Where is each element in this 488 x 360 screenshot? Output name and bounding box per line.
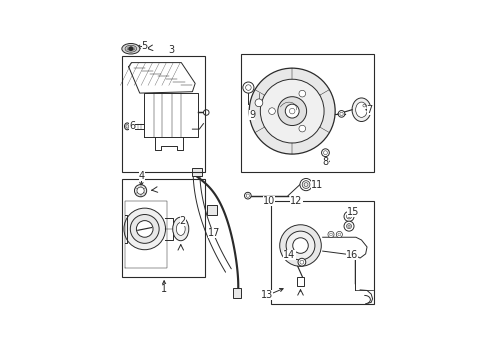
- Bar: [122, 56, 204, 172]
- Text: 8: 8: [322, 157, 328, 167]
- Circle shape: [243, 82, 253, 93]
- Circle shape: [338, 111, 344, 117]
- Circle shape: [297, 258, 305, 266]
- Circle shape: [327, 231, 333, 238]
- Circle shape: [203, 110, 208, 115]
- Text: 9: 9: [248, 110, 255, 120]
- Bar: [271, 201, 373, 304]
- Ellipse shape: [125, 45, 137, 52]
- Circle shape: [244, 192, 251, 199]
- Text: 7: 7: [366, 105, 372, 115]
- Circle shape: [137, 187, 144, 194]
- Circle shape: [302, 181, 309, 188]
- Circle shape: [292, 238, 307, 253]
- Ellipse shape: [124, 123, 130, 130]
- Bar: [122, 179, 204, 278]
- Ellipse shape: [172, 217, 188, 241]
- Text: 11: 11: [310, 180, 323, 190]
- Circle shape: [134, 185, 146, 197]
- Bar: [241, 54, 373, 172]
- Text: 3: 3: [168, 45, 174, 55]
- Circle shape: [136, 221, 153, 237]
- Text: 5: 5: [142, 41, 147, 51]
- Circle shape: [123, 208, 165, 250]
- Text: 17: 17: [207, 228, 220, 238]
- Circle shape: [285, 231, 314, 260]
- Circle shape: [299, 179, 311, 191]
- Text: 12: 12: [289, 196, 302, 206]
- Text: 14: 14: [283, 250, 295, 260]
- Circle shape: [346, 224, 351, 229]
- Circle shape: [277, 97, 306, 126]
- Ellipse shape: [176, 222, 185, 235]
- Ellipse shape: [355, 102, 366, 117]
- Circle shape: [245, 85, 251, 90]
- Circle shape: [249, 68, 334, 154]
- Circle shape: [255, 99, 262, 107]
- Text: 16: 16: [345, 250, 357, 260]
- Bar: [232, 288, 241, 298]
- Bar: [206, 204, 216, 215]
- Circle shape: [260, 79, 324, 143]
- Text: 15: 15: [346, 207, 359, 217]
- Circle shape: [298, 125, 305, 132]
- Bar: [191, 168, 201, 176]
- Circle shape: [285, 104, 299, 118]
- Text: 4: 4: [139, 171, 145, 181]
- Text: 13: 13: [261, 291, 273, 301]
- Circle shape: [336, 231, 342, 238]
- Circle shape: [298, 90, 305, 97]
- Bar: [297, 278, 303, 286]
- Circle shape: [129, 47, 132, 50]
- Circle shape: [344, 221, 353, 231]
- Circle shape: [321, 149, 328, 157]
- Circle shape: [279, 225, 321, 266]
- Text: 10: 10: [262, 196, 274, 206]
- Circle shape: [344, 211, 353, 221]
- Circle shape: [130, 215, 159, 243]
- Text: 6: 6: [129, 121, 135, 131]
- Text: 2: 2: [179, 216, 185, 226]
- Circle shape: [268, 108, 275, 114]
- Ellipse shape: [122, 44, 140, 54]
- Ellipse shape: [351, 98, 370, 122]
- Text: 1: 1: [161, 284, 167, 293]
- Circle shape: [346, 214, 351, 219]
